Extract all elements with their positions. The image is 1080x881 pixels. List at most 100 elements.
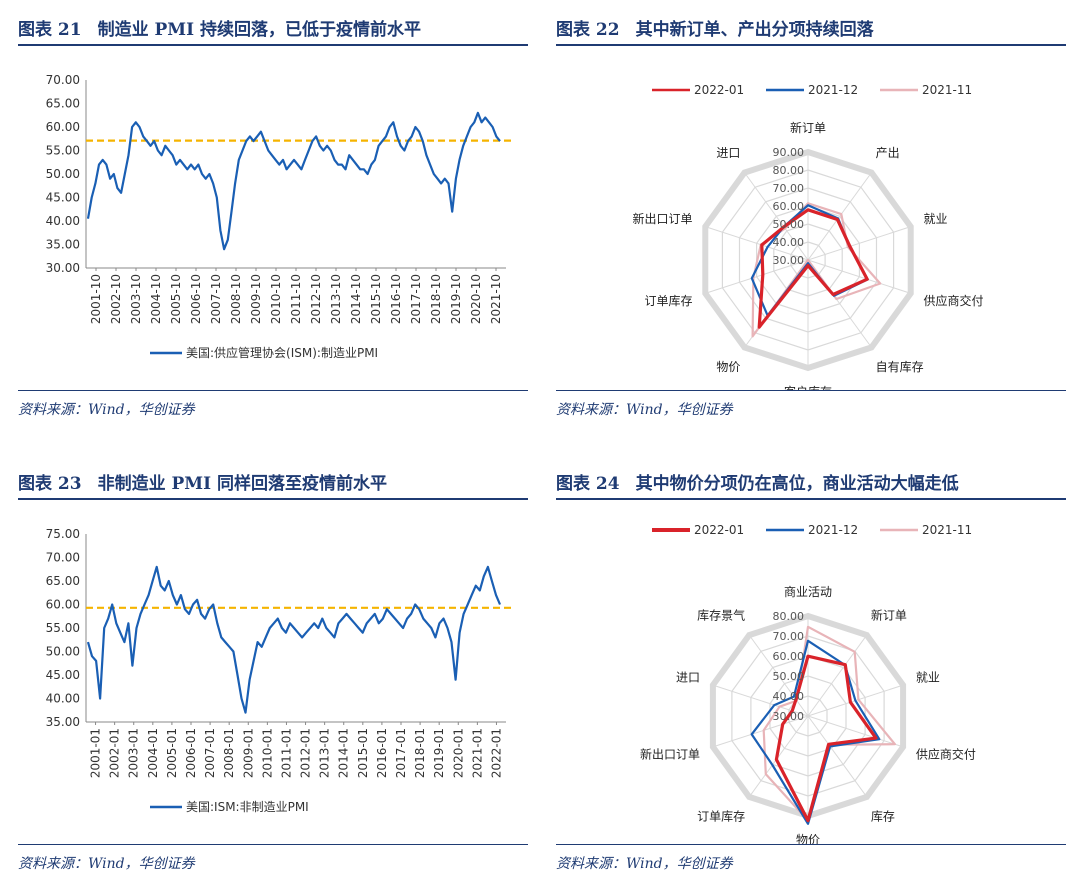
x-tick-label: 2005-10 <box>169 274 183 324</box>
x-tick-label: 2021-10 <box>489 274 503 324</box>
radar-spoke <box>807 226 911 261</box>
figure-number: 图表 23 <box>18 473 82 494</box>
radar-category-label: 就业 <box>916 671 940 685</box>
source-note: 资料来源：Wind，华创证券 <box>556 856 733 872</box>
y-tick-label: 50.00 <box>46 167 80 181</box>
source-note: 资料来源：Wind，华创证券 <box>556 402 733 418</box>
x-tick-label: 2016-10 <box>389 274 403 324</box>
y-tick-label: 35.00 <box>46 715 80 729</box>
x-tick-label: 2016-01 <box>375 728 389 778</box>
series-line <box>86 111 501 251</box>
radar-category-label: 新订单 <box>871 608 907 623</box>
series-line <box>86 565 502 714</box>
panel-nonmanufacturing-pmi: 图表 23 非制造业 PMI 同样回落至疫情前水平 75.00 70.00 65.0… <box>18 464 528 881</box>
x-tick-label: 2001-01 <box>89 728 103 778</box>
radar-category-label: 进口 <box>676 671 700 685</box>
x-tick-label: 2006-10 <box>189 274 203 324</box>
figure-title: 制造业 PMI 持续回落，已低于疫情前水平 <box>97 19 421 40</box>
y-tick-label: 35.00 <box>46 238 80 252</box>
radar-tick-label: 50.00 <box>773 218 805 231</box>
radar-category-label: 进口 <box>716 146 740 160</box>
radar-category-label: 自有库存 <box>876 359 924 374</box>
x-tick-label: 2004-01 <box>146 728 160 778</box>
radar-spoke <box>748 634 809 717</box>
radar-category-label: 库存景气 <box>697 608 745 623</box>
x-tick-label: 2005-01 <box>165 728 179 778</box>
y-tick-label: 55.00 <box>46 621 80 635</box>
x-tick-label: 2003-10 <box>129 274 143 324</box>
x-tick-label: 2007-01 <box>203 728 217 778</box>
radar-tick-label: 80.00 <box>773 164 805 177</box>
x-tick-label: 2006-01 <box>184 728 198 778</box>
panel-manufacturing-pmi: 图表 21 制造业 PMI 持续回落，已低于疫情前水平 70.00 65.00 60… <box>18 10 528 427</box>
y-tick-label: 45.00 <box>46 191 80 205</box>
chart-container: 75.00 70.00 65.00 60.00 55.00 50.00 45.00 40.00… <box>18 500 528 845</box>
x-tick-label: 2003-01 <box>127 728 141 778</box>
x-tick-label: 2013-01 <box>318 728 332 778</box>
chart-container: 30.00 40.00 50.00 60.00 70.00 80.00 商业活动 新订单 就业供… <box>556 500 1066 845</box>
y-tick-label: 30.00 <box>46 261 80 275</box>
y-tick-label: 65.00 <box>46 97 80 111</box>
x-tick-label: 2010-10 <box>269 274 283 324</box>
radar-series-2022-01 <box>774 654 878 823</box>
radar-spoke <box>807 715 904 748</box>
radar-spoke <box>807 259 911 294</box>
x-tick-label: 2002-10 <box>109 274 123 324</box>
x-tick-label: 2014-10 <box>349 274 363 324</box>
x-tick-label: 2015-10 <box>369 274 383 324</box>
x-tick-label: 2012-01 <box>299 728 313 778</box>
radar-spoke <box>807 172 872 261</box>
x-tick-label: 2010-01 <box>260 728 274 778</box>
radar-tick-label: 40.00 <box>773 690 805 703</box>
x-tick-label: 2021-01 <box>470 728 484 778</box>
radar-tick-label: 30.00 <box>773 710 805 723</box>
panel-title: 图表 23 非制造业 PMI 同样回落至疫情前水平 <box>18 464 528 500</box>
radar-series-2021-12 <box>750 639 881 825</box>
legend-label: 2022-01 <box>694 523 744 537</box>
y-tick-label: 60.00 <box>46 598 80 612</box>
radar-tick-label: 70.00 <box>773 630 805 643</box>
radar-chart: 30.00 40.00 50.00 60.00 70.00 80.00 商业活动新订单就业供… <box>640 523 976 844</box>
y-tick-label: 50.00 <box>46 645 80 659</box>
x-tick-label: 2009-10 <box>249 274 263 324</box>
x-tick-label: 2019-10 <box>449 274 463 324</box>
radar-category-label: 供应商交付 <box>916 746 976 761</box>
y-tick-label: 45.00 <box>46 668 80 682</box>
x-tick-label: 2008-10 <box>229 274 243 324</box>
line-chart: 70.00 65.00 60.00 55.00 50.00 45.00 40.00 35.00… <box>46 73 512 360</box>
radar-category-label: 就业 <box>924 212 948 226</box>
x-tick-label: 2014-01 <box>337 728 351 778</box>
panel-manufacturing-subindex-radar: 图表 22 其中新订单、产出分项持续回落 30.00 40.00 50.00 60.0… <box>556 10 1066 427</box>
y-tick-label: 65.00 <box>46 574 80 588</box>
x-tick-label: 2018-01 <box>413 728 427 778</box>
figure-title: 其中新订单、产出分项持续回落 <box>635 19 874 40</box>
source-note: 资料来源：Wind，华创证券 <box>18 402 195 418</box>
legend-label: 美国:ISM:非制造业PMI <box>186 800 309 814</box>
y-tick-label: 60.00 <box>46 120 80 134</box>
x-tick-label: 2011-10 <box>289 274 303 324</box>
radar-tick-label: 50.00 <box>773 670 805 683</box>
legend-label: 2022-01 <box>694 83 744 97</box>
radar-category-label: 新订单 <box>790 120 826 135</box>
radar-category-label: 新出口订单 <box>632 211 692 226</box>
legend-label: 美国:供应管理协会(ISM):制造业PMI <box>186 345 378 360</box>
panel-title: 图表 24 其中物价分项仍在高位，商业活动大幅走低 <box>556 464 1066 500</box>
legend-label: 2021-12 <box>808 83 858 97</box>
radar-category-label: 产出 <box>876 146 900 160</box>
source-note: 资料来源：Wind，华创证券 <box>18 856 195 872</box>
radar-category-label: 商业活动 <box>784 584 832 599</box>
x-tick-label: 2017-10 <box>409 274 423 324</box>
figure-number: 图表 21 <box>18 19 82 40</box>
radar-category-label: 订单库存 <box>697 808 745 823</box>
radar-spoke <box>748 715 809 798</box>
x-tick-label: 2017-01 <box>394 728 408 778</box>
x-tick-label: 2012-10 <box>309 274 323 324</box>
radar-tick-label: 40.00 <box>773 236 805 249</box>
radar-tick-label: 90.00 <box>773 146 805 159</box>
y-tick-label: 70.00 <box>46 73 80 87</box>
radar-spoke <box>705 259 809 294</box>
legend-label: 2021-11 <box>922 83 972 97</box>
legend-label: 2021-12 <box>808 523 858 537</box>
x-tick-label: 2008-01 <box>222 728 236 778</box>
panel-nonmanufacturing-subindex-radar: 图表 24 其中物价分项仍在高位，商业活动大幅走低 30.00 40.00 50.0… <box>556 464 1066 881</box>
